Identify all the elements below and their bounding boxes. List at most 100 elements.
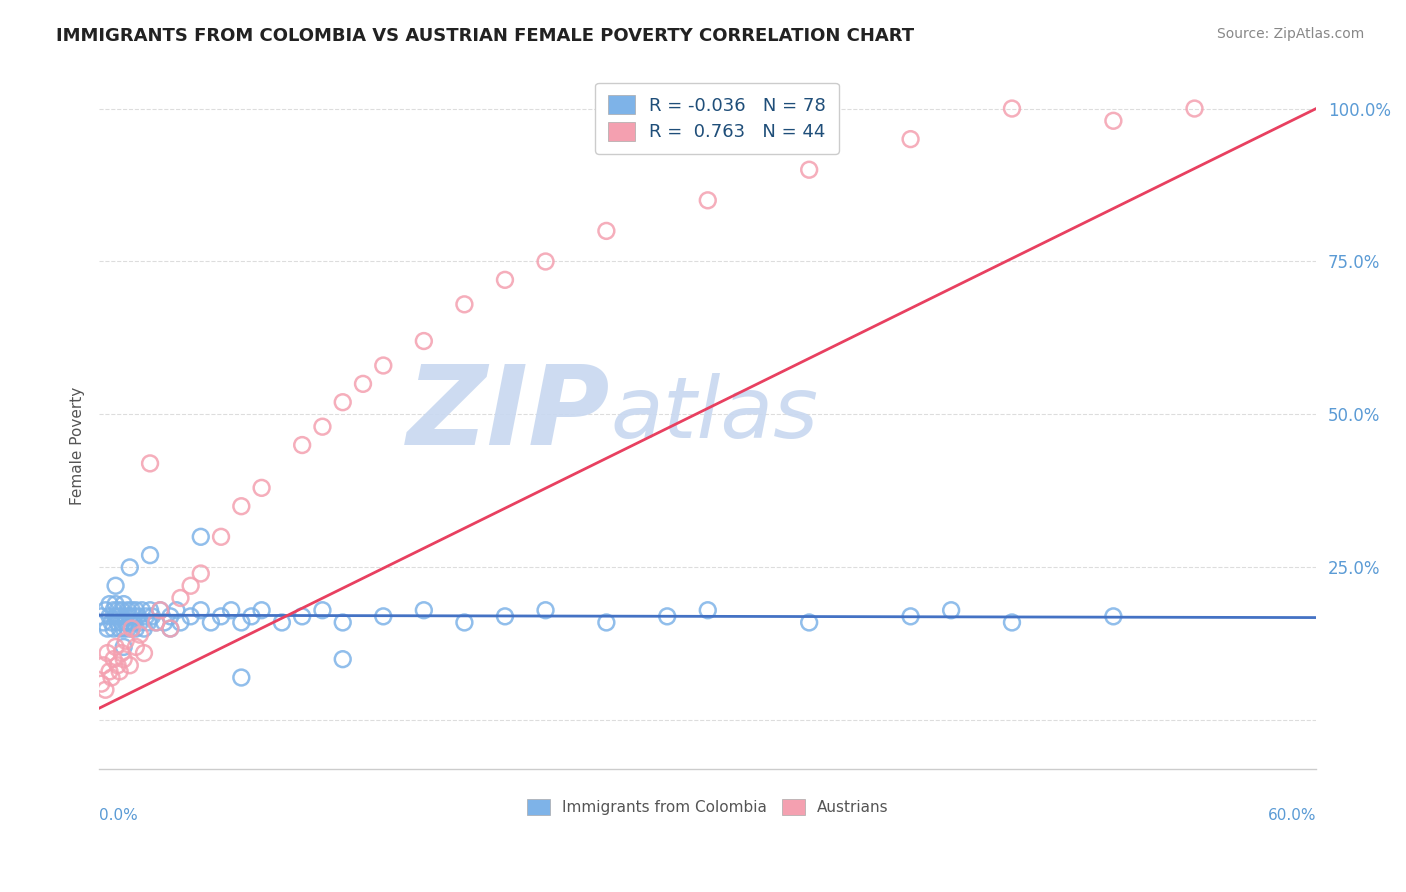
Point [107,658,129,673]
Point [100,615,122,630]
Point [332,395,354,409]
Point [332,615,354,630]
Point [311,603,333,617]
Point [494,273,516,287]
Point [108,609,131,624]
Point [595,224,617,238]
Point [453,615,475,630]
Point [107,603,129,617]
Point [125,603,148,617]
Point [169,615,191,630]
Point [231,500,253,514]
Point [112,640,135,654]
Point [127,609,149,624]
Point [159,622,181,636]
Point [104,640,127,654]
Point [90,676,112,690]
Point [112,597,135,611]
Point [165,603,187,617]
Point [121,622,143,636]
Point [1102,609,1125,624]
Point [412,603,434,617]
Point [98,665,121,679]
Text: ZIP: ZIP [406,361,610,468]
Point [125,640,148,654]
Point [112,652,135,666]
Point [900,609,922,624]
Point [118,609,141,624]
Point [219,603,242,617]
Point [145,615,167,630]
Point [111,646,134,660]
Text: Source: ZipAtlas.com: Source: ZipAtlas.com [1216,27,1364,41]
Point [373,359,395,373]
Point [139,603,162,617]
Point [121,603,143,617]
Point [132,646,155,660]
Point [111,615,134,630]
Point [98,597,121,611]
Point [657,609,679,624]
Point [149,603,172,617]
Text: 0.0%: 0.0% [100,808,138,823]
Point [108,665,131,679]
Point [96,646,118,660]
Point [939,603,962,617]
Point [534,254,557,268]
Point [231,671,253,685]
Point [100,671,122,685]
Point [108,622,131,636]
Point [153,615,176,630]
Point [114,609,136,624]
Point [209,609,232,624]
Point [129,615,152,630]
Point [103,622,125,636]
Legend: Immigrants from Colombia, Austrians: Immigrants from Colombia, Austrians [516,789,900,825]
Point [103,652,125,666]
Point [111,603,134,617]
Point [190,566,212,581]
Point [98,609,121,624]
Point [131,603,153,617]
Point [94,682,117,697]
Point [112,622,135,636]
Point [136,615,159,630]
Point [93,658,115,673]
Point [145,615,167,630]
Point [96,622,118,636]
Point [114,615,136,630]
Point [352,376,374,391]
Point [311,419,333,434]
Point [118,560,141,574]
Point [1102,113,1125,128]
Point [180,609,202,624]
Point [595,615,617,630]
Point [132,622,155,636]
Point [104,597,127,611]
Text: 60.0%: 60.0% [1268,808,1316,823]
Point [696,603,718,617]
Point [412,334,434,348]
Point [104,609,127,624]
Point [231,615,253,630]
Point [103,603,125,617]
Text: IMMIGRANTS FROM COLOMBIA VS AUSTRIAN FEMALE POVERTY CORRELATION CHART: IMMIGRANTS FROM COLOMBIA VS AUSTRIAN FEM… [56,27,914,45]
Point [159,609,181,624]
Point [291,438,314,452]
Point [169,591,191,605]
Point [250,603,273,617]
Point [94,603,117,617]
Point [149,603,172,617]
Text: Female Poverty: Female Poverty [70,387,84,505]
Point [159,622,181,636]
Point [118,615,141,630]
Point [129,628,152,642]
Point [209,530,232,544]
Point [107,615,129,630]
Point [534,603,557,617]
Point [118,658,141,673]
Point [114,633,136,648]
Point [180,579,202,593]
Point [696,194,718,208]
Point [121,622,143,636]
